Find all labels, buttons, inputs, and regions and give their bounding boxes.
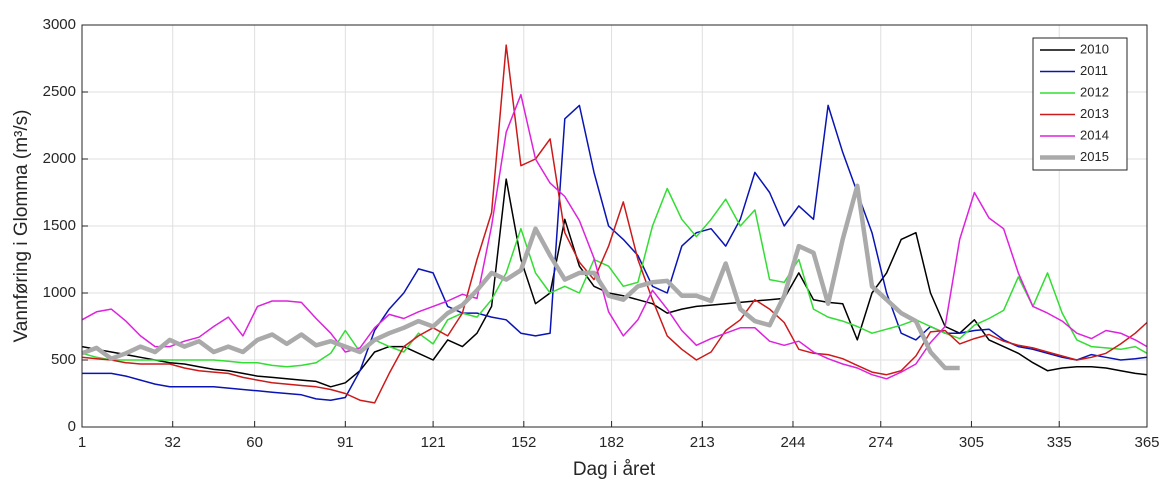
y-tick-label: 500	[51, 351, 76, 368]
legend-label: 2013	[1080, 106, 1109, 121]
y-tick-label: 1000	[43, 284, 76, 301]
y-tick-label: 1500	[43, 217, 76, 234]
line-series	[81, 183, 960, 371]
line-series	[82, 104, 1148, 401]
x-tick-label: 152	[511, 434, 536, 451]
y-axis-title: Vannføring i Glomma (m³/s)	[11, 110, 32, 343]
y-tick-label: 2000	[43, 150, 76, 167]
line-series	[81, 187, 1148, 368]
x-tick-label: 335	[1047, 434, 1072, 451]
legend-label: 2010	[1080, 41, 1109, 56]
y-tick-label: 2500	[43, 83, 76, 100]
legend-label: 2011	[1080, 63, 1108, 78]
x-tick-label: 121	[421, 434, 446, 451]
legend-label: 2015	[1080, 149, 1109, 164]
x-axis-title: Dag i året	[573, 459, 656, 480]
x-tick-label: 274	[868, 434, 893, 451]
line-series	[81, 178, 1148, 388]
legend: 2010 2011 2012 2013 2014 2015	[1032, 37, 1128, 171]
x-tick-label: 182	[599, 434, 624, 451]
x-tick-label: 1	[78, 434, 86, 451]
x-tick-label: 60	[246, 434, 263, 451]
x-tick-label: 213	[690, 434, 715, 451]
y-tick-label: 0	[68, 418, 76, 435]
x-tick-label: 244	[780, 434, 805, 451]
line-series	[81, 44, 1148, 404]
legend-label: 2012	[1080, 84, 1109, 99]
axes-box	[81, 24, 1148, 428]
x-tick-label: 365	[1134, 434, 1159, 451]
x-tick-label: 91	[337, 434, 354, 451]
y-tick-label: 3000	[43, 16, 76, 33]
legend-label: 2014	[1080, 127, 1109, 142]
x-tick-label: 32	[164, 434, 181, 451]
line-series	[81, 93, 1148, 380]
x-tick-label: 305	[959, 434, 984, 451]
legend-box	[1032, 37, 1128, 171]
